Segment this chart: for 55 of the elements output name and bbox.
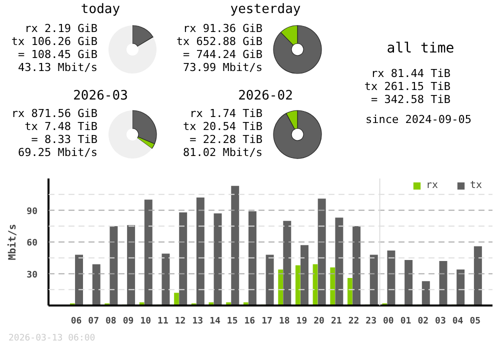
text: tx 106.26 GiB xyxy=(11,35,98,48)
text: rx 2.19 GiB xyxy=(24,22,98,35)
y-tick-label: 90 xyxy=(26,206,38,217)
chart-title: today xyxy=(80,2,120,17)
x-tick-label: 03 xyxy=(435,316,446,326)
x-tick-label: 18 xyxy=(278,316,290,326)
text: rx 871.56 GiB xyxy=(11,107,98,120)
text: tx 20.54 TiB xyxy=(183,120,263,133)
text: = 744.24 GiB xyxy=(183,48,263,61)
text: rx 1.74 TiB xyxy=(190,107,263,120)
chart-title: 2026-03 xyxy=(73,88,128,104)
x-tick-label: 04 xyxy=(452,316,464,326)
text: tx 261.15 TiB xyxy=(364,80,451,93)
text: all time xyxy=(386,40,454,56)
x-tick-label: 10 xyxy=(140,316,152,326)
x-tick-label: 22 xyxy=(348,316,360,326)
x-tick-label: 09 xyxy=(122,316,134,326)
x-tick-label: 12 xyxy=(174,316,186,326)
x-tick-label: 19 xyxy=(296,316,308,326)
text: 81.02 Mbit/s xyxy=(183,146,263,159)
text: = 342.58 TiB xyxy=(371,93,451,106)
legend-label: tx xyxy=(470,180,484,191)
x-tick-label: 23 xyxy=(366,316,377,326)
text: = 108.45 GiB xyxy=(18,48,98,61)
x-tick-label: 08 xyxy=(106,316,116,326)
chart-title: yesterday xyxy=(230,2,301,17)
text: 73.99 Mbit/s xyxy=(183,61,263,74)
text: rx 91.36 GiB xyxy=(183,22,263,35)
text: tx 7.48 TiB xyxy=(24,120,98,133)
x-tick-label: 11 xyxy=(158,316,168,326)
x-tick-label: 00 xyxy=(383,316,394,326)
x-tick-label: 05 xyxy=(470,316,481,326)
text: 43.13 Mbit/s xyxy=(18,61,98,74)
x-tick-label: 15 xyxy=(226,316,238,326)
x-tick-label: 06 xyxy=(70,316,82,326)
y-axis-title: Mbit/s xyxy=(6,224,19,260)
x-tick-label: 07 xyxy=(88,316,100,326)
y-tick-label: 30 xyxy=(26,270,38,280)
chart-title: 2026-02 xyxy=(238,88,293,104)
x-tick-label: 17 xyxy=(262,316,272,326)
y-tick-label: 60 xyxy=(26,238,38,248)
x-tick-label: 20 xyxy=(314,316,324,326)
text: = 8.33 TiB xyxy=(31,133,98,146)
legend-label: rx xyxy=(426,180,440,191)
text: 69.25 Mbit/s xyxy=(18,146,98,159)
x-tick-label: 01 xyxy=(400,316,412,326)
x-tick-label: 21 xyxy=(330,316,342,326)
x-tick-label: 14 xyxy=(210,316,221,326)
x-tick-label: 02 xyxy=(418,316,429,326)
text: rx 81.44 TiB xyxy=(371,67,451,80)
x-tick-label: 16 xyxy=(244,316,256,326)
x-tick-label: 13 xyxy=(192,316,204,326)
text: since 2024-09-05 xyxy=(366,113,472,126)
text: tx 652.88 GiB xyxy=(176,35,263,48)
text: = 22.28 TiB xyxy=(190,133,263,146)
